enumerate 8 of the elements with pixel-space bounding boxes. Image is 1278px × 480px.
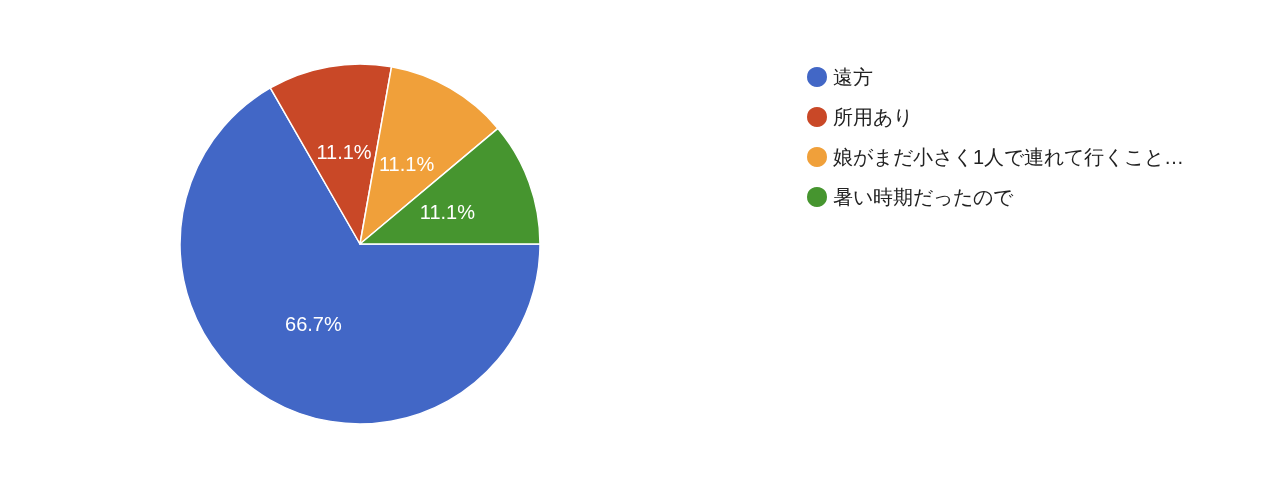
legend-label: 所用あり: [833, 106, 913, 128]
data-label: 11.1%: [419, 201, 476, 224]
legend-label: 娘がまだ小さく1人で連れて行くこと…: [833, 146, 1185, 168]
data-label: 11.1%: [378, 152, 435, 175]
legend-label: 遠方: [833, 66, 873, 88]
data-label: 66.7%: [285, 313, 342, 336]
legend-label: 暑い時期だったので: [833, 186, 1014, 208]
data-label: 11.1%: [316, 141, 372, 164]
